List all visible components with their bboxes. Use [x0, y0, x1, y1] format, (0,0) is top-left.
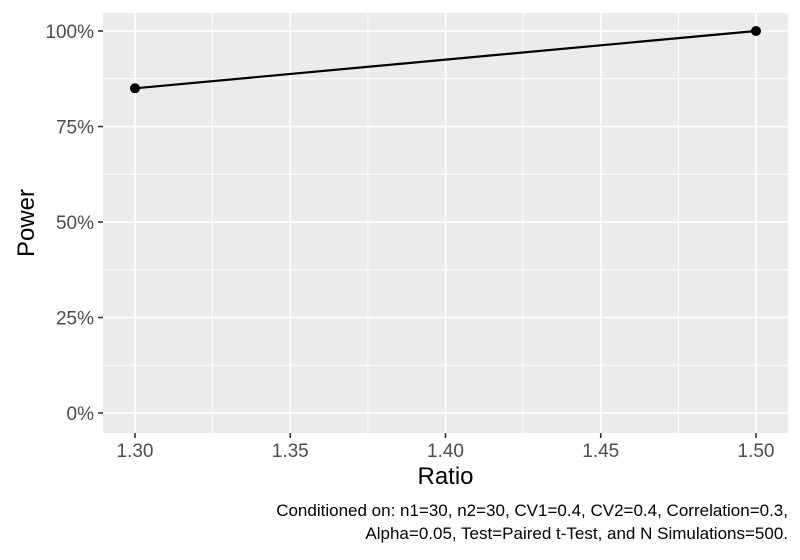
y-axis-title: Power: [13, 188, 40, 258]
caption-line-2: Alpha=0.05, Test=Paired t-Test, and N Si…: [365, 524, 788, 543]
x-tick-label: 1.30: [117, 441, 154, 462]
y-tick-label: 100%: [45, 22, 94, 43]
x-tick-label: 1.50: [738, 441, 775, 462]
y-tick-label: 75%: [56, 118, 94, 139]
chart-caption: Conditioned on: n1=30, n2=30, CV1=0.4, C…: [276, 499, 788, 545]
y-tick-label: 0%: [67, 404, 95, 425]
y-tick-label: 50%: [56, 213, 94, 234]
data-point: [751, 26, 761, 36]
data-line: [134, 29, 757, 90]
x-tick-label: 1.45: [582, 441, 619, 462]
x-tick-label: 1.40: [427, 441, 464, 462]
x-axis-title: Ratio: [417, 463, 474, 490]
data-point: [130, 83, 140, 94]
caption-line-1: Conditioned on: n1=30, n2=30, CV1=0.4, C…: [276, 501, 788, 520]
x-tick-label: 1.35: [272, 441, 309, 462]
y-tick-label: 25%: [56, 309, 94, 330]
